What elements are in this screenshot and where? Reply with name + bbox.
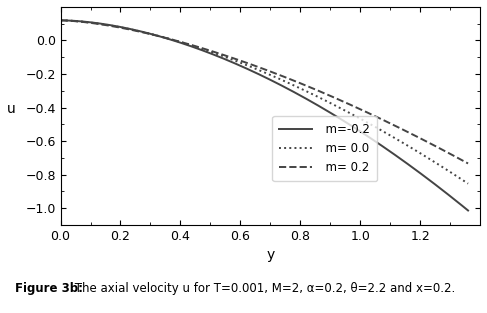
  m=-0.2 [242, 66, 248, 70]
  m= 0.0 [130, 28, 135, 32]
  m= 0.2 [57, 18, 63, 22]
  m= 0.2 [162, 36, 168, 40]
  m= 0.2 [298, 81, 303, 85]
Text: The axial velocity u for T=0.001, M=2, α=0.2, θ=2.2 and x=0.2.: The axial velocity u for T=0.001, M=2, α… [71, 282, 455, 295]
  m= 0.0 [57, 18, 63, 22]
  m=-0.2 [57, 18, 63, 22]
  m=-0.2 [465, 209, 471, 213]
  m=-0.2 [162, 36, 168, 40]
Text: Figure 3b:: Figure 3b: [15, 282, 83, 295]
  m= 0.2 [242, 60, 248, 64]
  m= 0.0 [242, 63, 248, 66]
  m= 0.0 [298, 87, 303, 90]
  m= 0.2 [364, 111, 370, 115]
  m=-0.2 [330, 112, 336, 116]
  m= 0.2 [465, 162, 471, 165]
  m=-0.2 [298, 94, 303, 98]
X-axis label: y: y [266, 248, 275, 262]
  m= 0.0 [465, 182, 471, 186]
  m=-0.2 [130, 28, 135, 31]
Line:   m=-0.2: m=-0.2 [60, 20, 468, 211]
Line:   m= 0.0: m= 0.0 [60, 20, 468, 184]
  m= 0.2 [130, 28, 135, 32]
Y-axis label: u: u [7, 102, 16, 116]
Legend:   m=-0.2,   m= 0.0,   m= 0.2: m=-0.2, m= 0.0, m= 0.2 [272, 116, 377, 181]
  m= 0.0 [330, 102, 336, 106]
  m= 0.0 [162, 36, 168, 39]
  m= 0.0 [364, 121, 370, 125]
  m= 0.2 [330, 95, 336, 99]
Line:   m= 0.2: m= 0.2 [60, 20, 468, 163]
  m=-0.2 [364, 134, 370, 138]
